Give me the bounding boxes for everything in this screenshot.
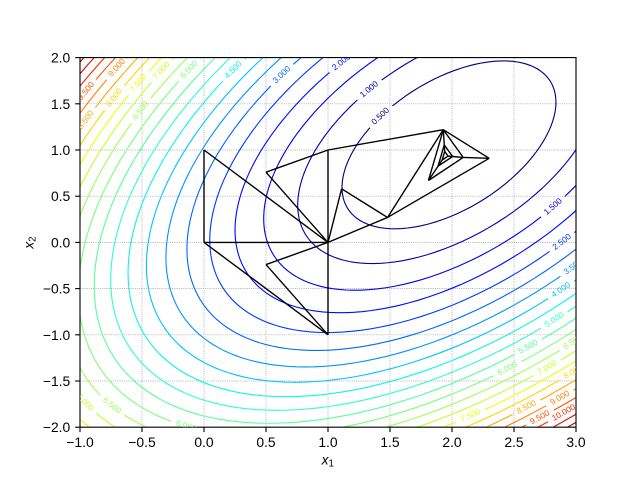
svg-text:−0.5: −0.5: [128, 434, 156, 450]
svg-text:0.5: 0.5: [256, 434, 276, 450]
svg-text:0.0: 0.0: [51, 234, 71, 250]
svg-text:3.0: 3.0: [566, 434, 586, 450]
svg-text:−1.0: −1.0: [66, 434, 94, 450]
svg-text:2.0: 2.0: [51, 50, 71, 66]
svg-text:2.0: 2.0: [442, 434, 462, 450]
svg-text:1.5: 1.5: [51, 96, 71, 112]
svg-text:2.5: 2.5: [504, 434, 524, 450]
svg-text:−2.0: −2.0: [43, 419, 71, 435]
svg-text:1.5: 1.5: [380, 434, 400, 450]
svg-text:−1.5: −1.5: [43, 373, 71, 389]
svg-text:−1.0: −1.0: [43, 327, 71, 343]
svg-text:0.0: 0.0: [194, 434, 214, 450]
svg-text:1.0: 1.0: [51, 142, 71, 158]
svg-text:−0.5: −0.5: [43, 281, 71, 297]
svg-text:0.5: 0.5: [51, 188, 71, 204]
